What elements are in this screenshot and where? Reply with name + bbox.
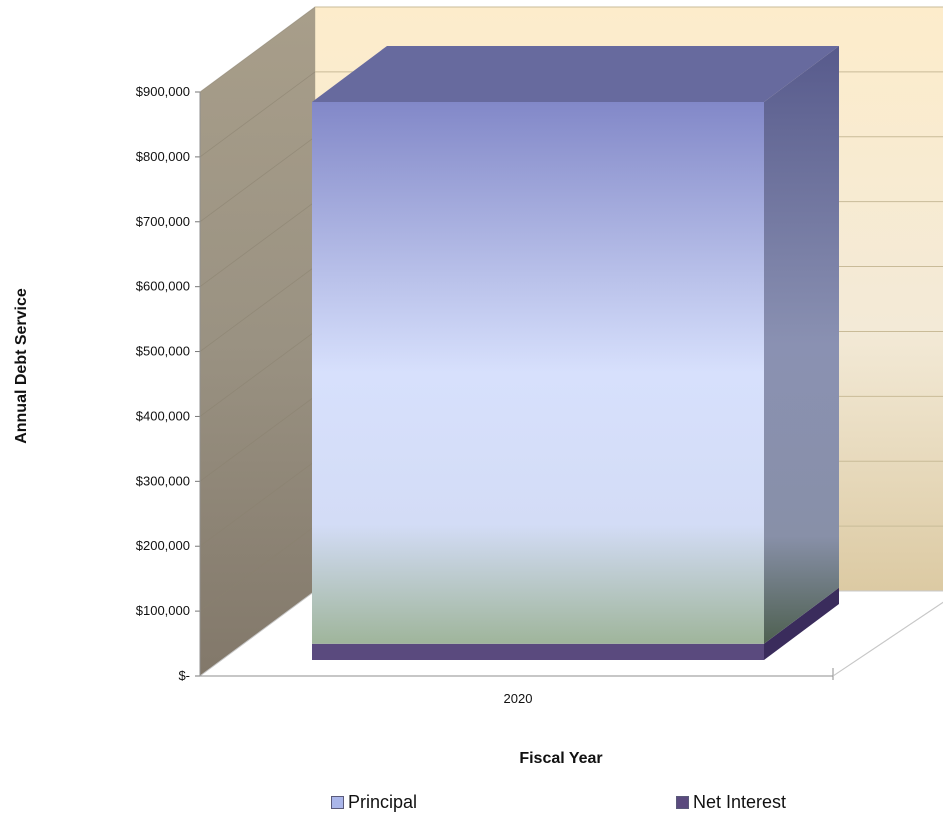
bar-net-interest-side [764,587,839,660]
gridline-side [199,331,316,417]
legend-label-net-interest: Net Interest [693,792,787,812]
legend-item-net-interest: Net Interest [676,792,786,813]
legend-item-principal: Principal [331,792,417,813]
y-tick-label: $200,000 [136,538,190,553]
y-tick-label: $800,000 [136,149,190,164]
x-tick-label: 2020 [504,691,533,706]
y-tick-label: $500,000 [136,344,190,359]
gridline-side [199,6,316,93]
gridline-side [199,525,316,612]
gridline-side [199,136,316,223]
legend: Principal Net Interest [0,792,943,820]
floor-edge [832,601,943,677]
y-tick-label: $700,000 [136,214,190,229]
y-tick-label: $400,000 [136,408,190,423]
y-tick-label: $600,000 [136,279,190,294]
legend-swatch-principal [331,796,344,809]
gridline-side [199,460,316,547]
y-tick-label: $900,000 [136,84,190,99]
legend-label-principal: Principal [348,792,418,812]
y-axis-title: Annual Debt Service [13,288,30,444]
y-tick-label: $300,000 [136,473,190,488]
bar-principal-top [312,45,839,102]
y-tick-label: $100,000 [136,603,190,618]
gridline-side [199,266,316,352]
side-wall [200,7,315,676]
legend-swatch-net-interest [676,796,689,809]
gridline-side [199,71,316,158]
gridline-side [199,201,316,287]
x-axis-title: Fiscal Year [519,750,602,767]
bar-net-interest [312,643,764,660]
gridline-side [199,396,316,482]
bar-principal [312,101,764,644]
y-tick-label: $- [178,668,190,683]
bar-principal-side [764,45,839,644]
